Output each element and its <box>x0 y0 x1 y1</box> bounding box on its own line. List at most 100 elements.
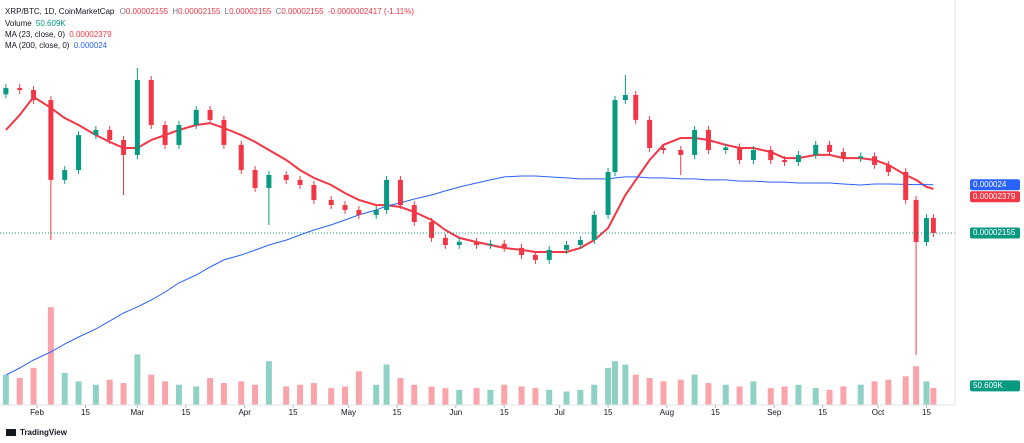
candle-body <box>193 109 199 126</box>
volume-bar <box>148 374 155 405</box>
volume-bar <box>913 366 920 405</box>
x-tick-label: 15 <box>500 408 509 417</box>
candle-body <box>782 160 788 162</box>
candle-body <box>501 243 507 248</box>
volume-bar <box>622 364 629 405</box>
plot-area <box>0 68 955 405</box>
candle-body <box>252 170 258 188</box>
candle-body <box>546 249 552 260</box>
candle-body <box>647 119 653 149</box>
volume-bar <box>750 381 757 405</box>
volume-bar <box>871 381 878 405</box>
volume-bar <box>722 384 729 405</box>
volume-bar <box>677 379 684 405</box>
candle-body <box>3 88 9 95</box>
x-tick-label: 15 <box>818 408 827 417</box>
ohlc-label: L <box>225 7 230 16</box>
candle-body <box>121 139 127 155</box>
volume-bar <box>106 379 113 405</box>
volume-bar <box>328 388 335 405</box>
ma-value: 0.00002379 <box>69 30 112 39</box>
candle-body <box>17 88 23 91</box>
volume-bar <box>577 389 584 405</box>
volume-bar <box>501 384 508 405</box>
candle-body <box>795 154 801 162</box>
volume-value: 50.609K <box>36 19 66 28</box>
candle-body <box>622 94 628 101</box>
ma-line <box>5 95 934 253</box>
volume-bar <box>930 387 937 405</box>
volume-bar <box>691 374 698 405</box>
x-tick-label: 15 <box>604 408 613 417</box>
volume-bar <box>840 386 847 405</box>
candle-body <box>872 156 878 165</box>
volume-bar <box>902 376 909 405</box>
ohlc-label: H <box>172 7 178 16</box>
candle-body <box>750 150 756 161</box>
x-tick-label: 15 <box>711 408 720 417</box>
ma-name: MA (200, close, 0) <box>5 41 70 50</box>
volume-bar <box>473 388 480 405</box>
candle-body <box>591 214 597 241</box>
candle-body <box>840 151 846 159</box>
candle-body <box>342 205 348 210</box>
legend-ma: MA (200, close, 0) 0.000024 <box>5 41 108 50</box>
candle-body <box>737 147 743 161</box>
volume-bar <box>546 389 553 405</box>
volume-bar <box>632 374 639 405</box>
volume-bar <box>265 361 272 405</box>
volume-bar <box>383 364 390 405</box>
volume-bar <box>297 384 304 405</box>
volume-bar <box>310 383 317 405</box>
ohlc-value: 0.00002155 <box>229 7 272 16</box>
candle-body <box>221 119 227 145</box>
candle-body <box>692 129 698 155</box>
ma23-price-tag: 0.00002379 <box>973 192 1016 201</box>
candle-body <box>660 148 666 151</box>
candle-body <box>328 199 334 206</box>
candle-body <box>768 150 774 161</box>
candle-body <box>373 209 379 215</box>
volume-bar <box>120 383 127 405</box>
x-tick-label: Mar <box>131 408 145 417</box>
volume-bar <box>591 384 598 405</box>
volume-bar <box>532 388 539 405</box>
volume-bar <box>342 386 349 405</box>
volume-bar <box>442 388 449 405</box>
volume-bar <box>2 374 9 405</box>
volume-bar <box>611 361 618 405</box>
candle-body <box>311 185 317 200</box>
x-tick-label: Jun <box>449 408 462 417</box>
volume-bar <box>162 381 169 405</box>
ma23-price-tag-bg <box>970 191 1020 203</box>
volume-bar <box>767 388 774 405</box>
volume-bar <box>134 354 141 405</box>
volume-bar <box>75 381 82 405</box>
legend-main: XRP/BTC, 1D, CoinMarketCap O0.00002155 H… <box>5 7 414 16</box>
volume-bar <box>812 388 819 405</box>
volume-bar <box>428 386 435 405</box>
candle-body <box>297 179 303 186</box>
volume-bar <box>885 379 892 405</box>
volume-bar <box>252 384 259 405</box>
volume-bar <box>16 378 23 405</box>
candle-body <box>532 254 538 260</box>
candle-body <box>723 147 729 151</box>
volume-bar <box>193 386 200 405</box>
volume-bar <box>30 367 37 405</box>
candle-body <box>633 94 639 120</box>
volume-bar <box>781 386 788 405</box>
volume-bar <box>826 389 833 405</box>
candle-body <box>813 144 819 155</box>
candle-body <box>487 243 493 245</box>
candle-body <box>134 80 140 155</box>
x-tick-label: Feb <box>30 408 44 417</box>
volume-bar <box>61 372 68 405</box>
volume-bar <box>923 381 930 405</box>
candle-body <box>397 179 403 206</box>
footer-text: TradingView <box>20 428 68 437</box>
change: -0.0000002417 (-1.11%) <box>328 7 414 16</box>
volume-tag-bg <box>970 380 1020 392</box>
x-tick-label: 15 <box>81 408 90 417</box>
